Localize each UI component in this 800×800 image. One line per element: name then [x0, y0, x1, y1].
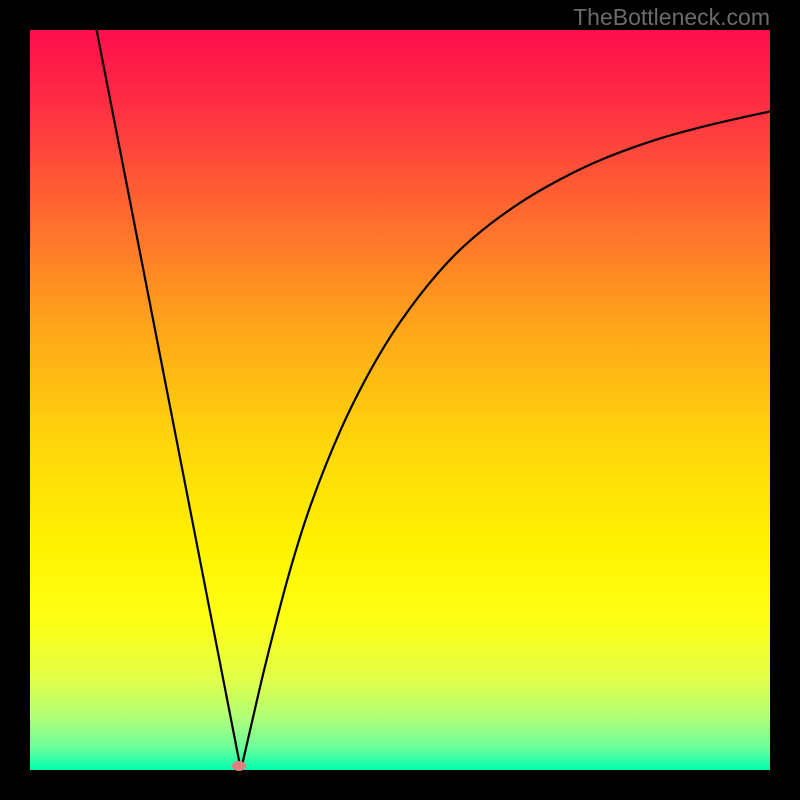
plot-area [30, 30, 770, 770]
bottleneck-curve-path [97, 30, 770, 770]
bottleneck-curve-svg [30, 30, 770, 770]
watermark-text: TheBottleneck.com [573, 4, 770, 31]
vertex-marker [232, 761, 246, 771]
